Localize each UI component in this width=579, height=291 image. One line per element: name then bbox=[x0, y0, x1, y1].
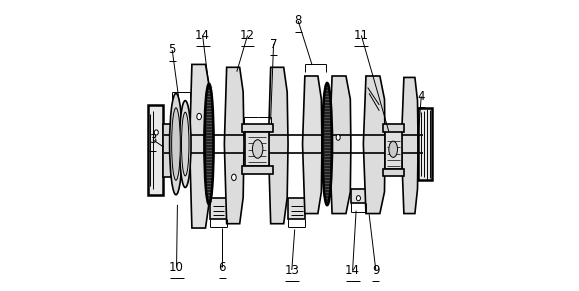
Bar bbox=[163, 124, 171, 177]
Bar bbox=[383, 169, 404, 176]
Polygon shape bbox=[268, 67, 288, 224]
Bar bbox=[245, 132, 269, 166]
Bar bbox=[383, 124, 404, 132]
Ellipse shape bbox=[252, 140, 263, 158]
Text: 6: 6 bbox=[218, 261, 226, 274]
Polygon shape bbox=[303, 76, 322, 214]
Text: 10: 10 bbox=[169, 261, 184, 274]
Bar bbox=[418, 108, 432, 180]
Bar bbox=[148, 105, 163, 195]
Text: 7: 7 bbox=[270, 38, 277, 51]
Ellipse shape bbox=[323, 84, 331, 204]
Text: 4: 4 bbox=[417, 90, 425, 103]
Bar bbox=[351, 189, 366, 203]
Ellipse shape bbox=[171, 108, 180, 180]
Ellipse shape bbox=[154, 130, 158, 135]
Text: 12: 12 bbox=[240, 29, 255, 42]
Polygon shape bbox=[329, 76, 351, 214]
Text: 8: 8 bbox=[295, 15, 302, 27]
Ellipse shape bbox=[357, 196, 361, 201]
Bar bbox=[288, 198, 305, 219]
Bar bbox=[210, 198, 226, 219]
Text: 3: 3 bbox=[149, 133, 156, 146]
Bar bbox=[241, 124, 273, 132]
Ellipse shape bbox=[232, 174, 236, 180]
Text: 14: 14 bbox=[195, 29, 210, 42]
Text: 5: 5 bbox=[168, 43, 176, 56]
Ellipse shape bbox=[197, 113, 201, 120]
Polygon shape bbox=[224, 67, 244, 224]
Polygon shape bbox=[401, 77, 418, 214]
Bar bbox=[241, 166, 273, 174]
Ellipse shape bbox=[179, 101, 191, 187]
Polygon shape bbox=[364, 76, 385, 214]
Text: 11: 11 bbox=[354, 29, 369, 42]
Ellipse shape bbox=[389, 141, 398, 157]
Bar bbox=[385, 130, 402, 169]
Text: 13: 13 bbox=[284, 264, 299, 276]
Text: 9: 9 bbox=[372, 264, 380, 276]
Ellipse shape bbox=[170, 93, 182, 195]
Ellipse shape bbox=[205, 85, 212, 203]
Text: 14: 14 bbox=[345, 264, 360, 276]
Ellipse shape bbox=[181, 112, 189, 176]
Ellipse shape bbox=[336, 134, 340, 140]
Polygon shape bbox=[189, 64, 210, 228]
